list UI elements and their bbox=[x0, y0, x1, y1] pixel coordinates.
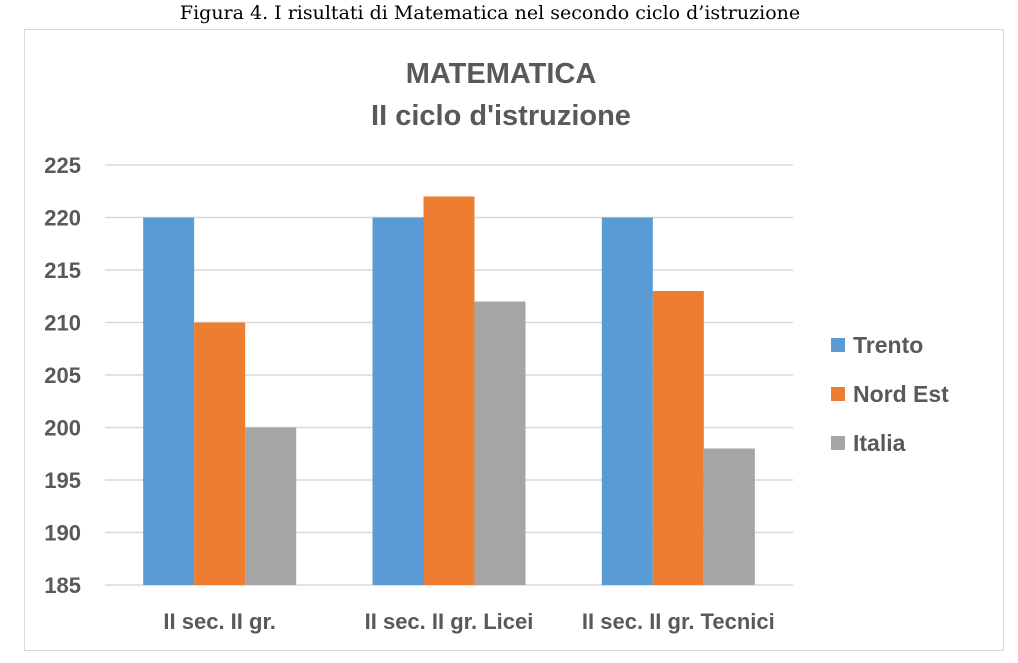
bar-trento bbox=[372, 217, 424, 585]
y-tick-label: 220 bbox=[44, 206, 81, 231]
y-tick-label: 215 bbox=[44, 258, 81, 283]
bar-italia bbox=[474, 301, 526, 585]
y-tick-label: 225 bbox=[44, 153, 81, 178]
chart-subtitle: II ciclo d'istruzione bbox=[371, 100, 631, 132]
bar-nord-est bbox=[423, 196, 475, 585]
chart-title: MATEMATICA bbox=[406, 58, 597, 90]
chart-frame: MATEMATICA II ciclo d'istruzione 185 190 1… bbox=[24, 29, 1004, 651]
legend-label: Nord Est bbox=[853, 381, 949, 407]
bar-trento bbox=[601, 217, 653, 585]
y-tick-label: 185 bbox=[44, 573, 81, 598]
legend-label: Trento bbox=[853, 332, 923, 358]
x-category-label: II sec. II gr. Tecnici bbox=[582, 609, 775, 634]
legend-label: Italia bbox=[853, 430, 906, 456]
bar-nord-est bbox=[652, 291, 704, 585]
y-tick-label: 210 bbox=[44, 311, 81, 336]
y-axis-ticks: 185 190 195 200 205 210 215 220 225 bbox=[44, 153, 81, 598]
x-axis-categories: II sec. II gr. II sec. II gr. Licei II sec… bbox=[163, 609, 774, 634]
figure-caption: Figura 4. I risultati di Matematica nel … bbox=[179, 2, 801, 24]
bar-chart: MATEMATICA II ciclo d'istruzione 1851901… bbox=[44, 58, 949, 634]
bar-italia bbox=[703, 448, 755, 585]
bar-trento bbox=[143, 217, 195, 585]
y-tick-label: 200 bbox=[44, 416, 81, 441]
legend-swatch bbox=[831, 338, 845, 352]
y-tick-label: 190 bbox=[44, 521, 81, 546]
legend-swatch bbox=[831, 436, 845, 450]
legend-swatch bbox=[831, 387, 845, 401]
y-tick-label: 195 bbox=[44, 468, 81, 493]
bar-italia bbox=[245, 427, 297, 585]
y-tick-label: 205 bbox=[44, 363, 81, 388]
x-category-label: II sec. II gr. bbox=[163, 609, 276, 634]
legend: Trento Nord Est Italia bbox=[831, 332, 949, 456]
bars bbox=[143, 196, 755, 585]
bar-nord-est bbox=[194, 322, 246, 585]
x-category-label: II sec. II gr. Licei bbox=[365, 609, 534, 634]
